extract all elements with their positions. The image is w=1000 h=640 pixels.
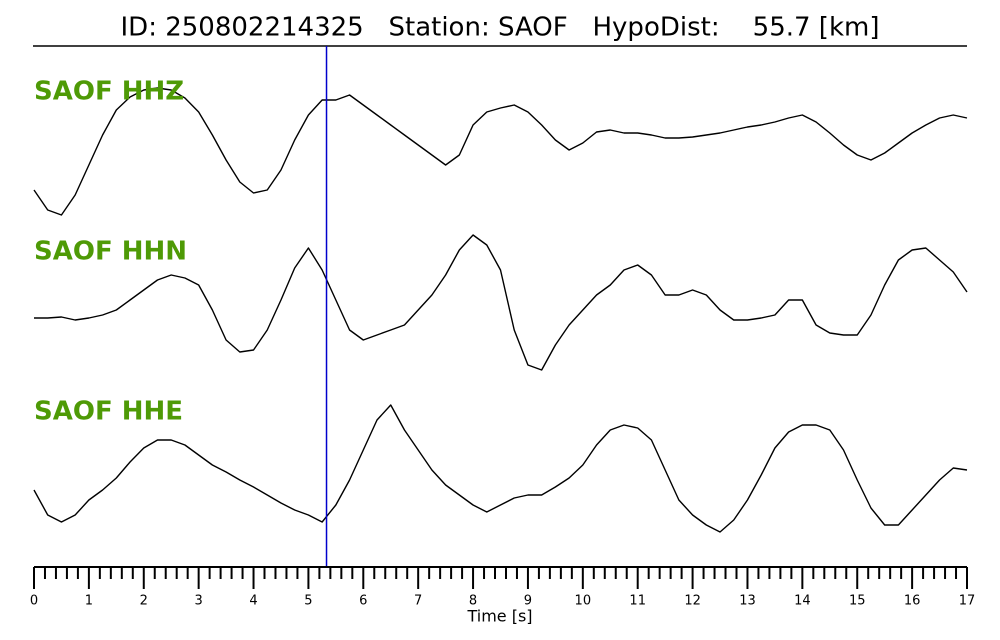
waveform [33,404,968,533]
x-tick-label: 15 [849,594,866,609]
x-tick-label: 11 [629,594,646,609]
x-tick-label: 9 [524,594,532,609]
x-tick-label: 12 [684,594,701,609]
x-tick-label: 14 [794,594,811,609]
x-tick-label: 5 [304,594,312,609]
x-tick-label: 7 [414,594,422,609]
trace-label: SAOF HHN [34,237,187,267]
x-tick-label: 1 [85,594,93,609]
x-tick-label: 8 [469,594,477,609]
trace-label: SAOF HHE [34,397,183,427]
x-tick-label: 16 [904,594,921,609]
x-tick-label: 6 [359,594,367,609]
chart-title: ID: 250802214325 Station: SAOF HypoDist:… [121,13,880,43]
trace-label: SAOF HHZ [34,77,184,107]
x-tick-label: 0 [30,594,38,609]
x-axis-label: Time [s] [466,607,532,626]
x-tick-label: 10 [575,594,592,609]
x-tick-label: 3 [195,594,203,609]
waveform [34,234,968,371]
waveform [33,87,968,216]
x-tick-label: 13 [739,594,756,609]
x-tick-label: 2 [140,594,148,609]
x-tick-label: 4 [249,594,257,609]
x-tick-label: 17 [959,594,976,609]
